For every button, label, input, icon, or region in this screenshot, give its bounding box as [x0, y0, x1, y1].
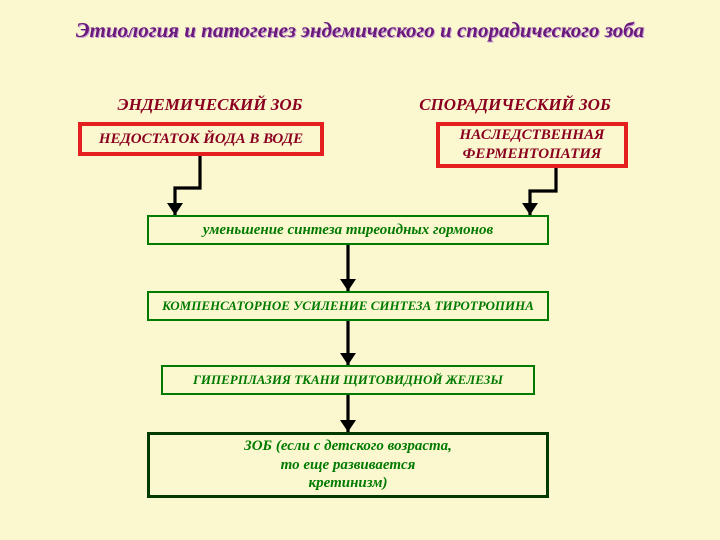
- arrow-layer: [0, 0, 720, 540]
